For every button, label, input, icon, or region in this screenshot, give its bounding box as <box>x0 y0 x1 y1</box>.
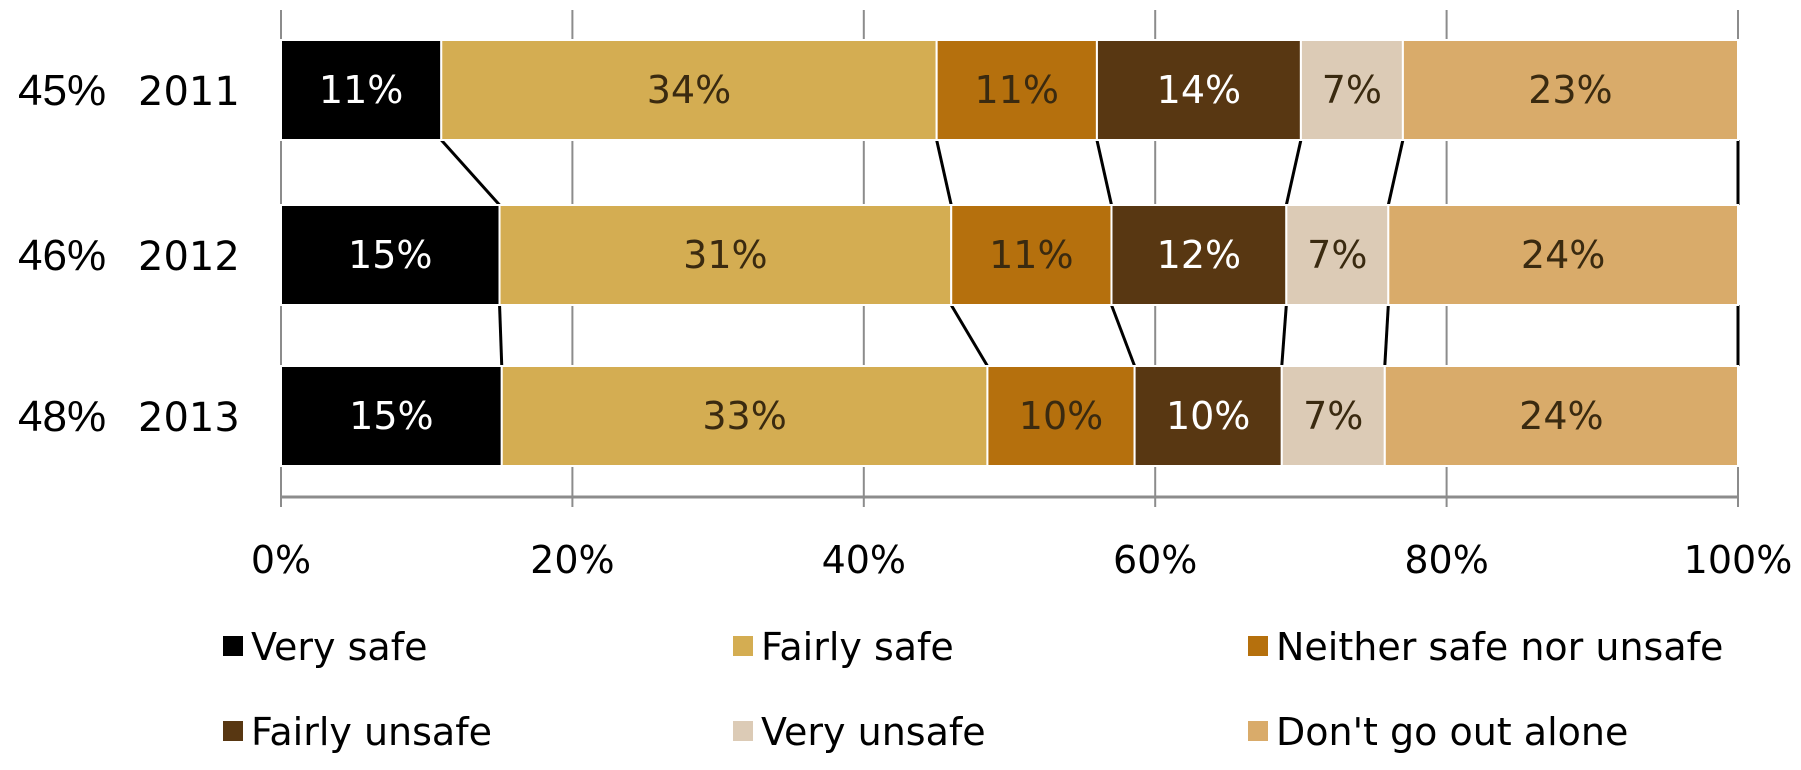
series-connector-line <box>949 304 989 367</box>
series-connector-line <box>498 304 504 367</box>
data-label: 33% <box>702 394 786 438</box>
data-label: 23% <box>1528 68 1612 112</box>
legend-label: Fairly safe <box>761 625 954 669</box>
series-connector-line <box>440 138 501 207</box>
series-connector-line <box>935 139 953 206</box>
bar-segment <box>498 204 953 306</box>
row-total-label: 45% <box>18 66 106 115</box>
x-tick-label: 60% <box>1113 538 1197 582</box>
bars: 11% 34% 11% 14% 7% 23% 15% 31% 11% 12% 7% 24% 15% 33%… <box>280 39 1739 467</box>
data-label: 24% <box>1521 233 1605 277</box>
legend-swatch <box>223 721 243 741</box>
data-label: 7% <box>1303 394 1363 438</box>
data-label: 11% <box>319 68 403 112</box>
category-label: 2011 <box>138 69 240 115</box>
legend-label: Don't go out alone <box>1276 710 1628 754</box>
legend-label: Very unsafe <box>761 710 986 754</box>
legend-swatch <box>733 721 753 741</box>
bar-segment <box>986 365 1136 467</box>
series-connector-line <box>1280 304 1288 367</box>
data-label: 11% <box>975 68 1059 112</box>
series-connector-line <box>1110 304 1136 367</box>
legend-swatch <box>1248 721 1268 741</box>
data-label: 7% <box>1307 233 1367 277</box>
x-tick-label: 0% <box>251 538 311 582</box>
data-label: 7% <box>1322 68 1382 112</box>
data-label: 11% <box>989 233 1073 277</box>
bar-segment <box>1383 365 1739 467</box>
bar-segment <box>1401 39 1739 141</box>
data-label: 31% <box>683 233 767 277</box>
bar-segment <box>1280 365 1386 467</box>
row-total-label: 46% <box>18 231 106 280</box>
row-total-label: 48% <box>18 392 106 441</box>
bar-segment <box>1110 204 1288 306</box>
legend-label: Very safe <box>251 625 427 669</box>
bar-segment <box>280 39 443 141</box>
series-connector-line <box>1095 139 1113 206</box>
x-tick-label: 80% <box>1404 538 1488 582</box>
category-label: 2012 <box>138 234 240 280</box>
x-axis: 0% 20% 40% 60% 80% 100% <box>251 495 1793 582</box>
x-tick-label: 100% <box>1684 538 1793 582</box>
series-connector-line <box>1284 139 1303 206</box>
data-label: 24% <box>1519 394 1603 438</box>
series-lines <box>440 138 1740 367</box>
data-label: 10% <box>1166 394 1250 438</box>
data-label: 15% <box>349 394 433 438</box>
legend-swatch <box>1248 636 1268 656</box>
legend-swatch <box>223 636 243 656</box>
legend-label: Fairly unsafe <box>251 710 492 754</box>
bar-segment <box>1133 365 1283 467</box>
category-label: 2013 <box>138 395 240 441</box>
series-connector-line <box>1386 139 1405 206</box>
bar-segment <box>500 365 989 467</box>
row-labels: 45% 2011 46% 2012 48% 2013 <box>18 66 240 441</box>
bar-segment <box>935 39 1098 141</box>
bar-segment <box>1387 204 1739 306</box>
legend-label: Neither safe nor unsafe <box>1276 625 1723 669</box>
bar-segment <box>280 365 503 467</box>
legend: Very safe Fairly safe Neither safe nor uns… <box>223 625 1723 754</box>
series-connector-line <box>1383 304 1390 367</box>
data-label: 14% <box>1157 68 1241 112</box>
data-label: 15% <box>348 233 432 277</box>
x-tick-label: 20% <box>530 538 614 582</box>
legend-swatch <box>733 636 753 656</box>
data-label: 34% <box>647 68 731 112</box>
bar-segment <box>440 39 938 141</box>
data-label: 10% <box>1019 394 1103 438</box>
bar-segment <box>1095 39 1302 141</box>
x-tick-label: 40% <box>822 538 906 582</box>
data-label: 12% <box>1157 233 1241 277</box>
